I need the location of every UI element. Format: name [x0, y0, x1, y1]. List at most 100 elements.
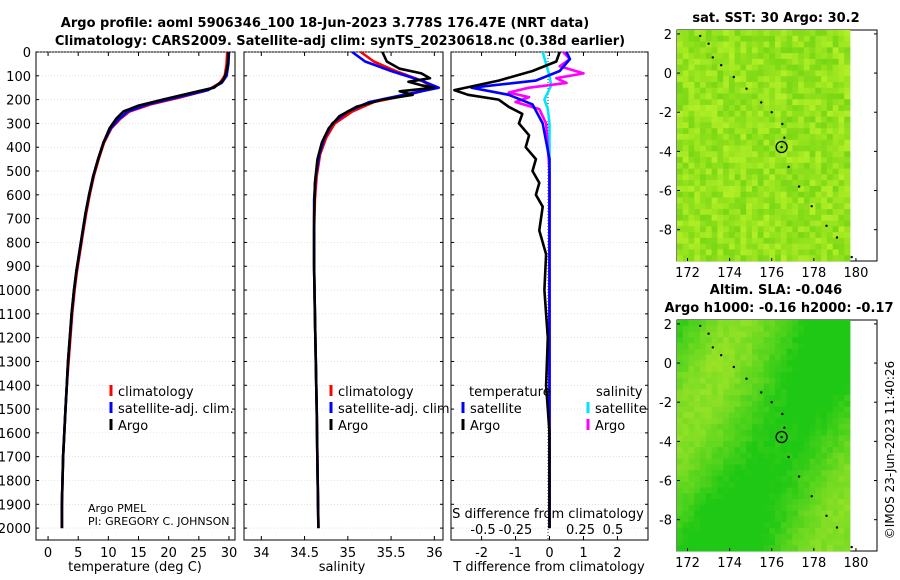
heatmap-cell: [740, 435, 747, 442]
heatmap-cell: [763, 510, 770, 517]
heatmap-cell: [763, 429, 770, 436]
heatmap-cell: [728, 441, 736, 448]
y-tick-label: 600: [6, 189, 31, 204]
heatmap-cell: [775, 366, 782, 373]
legend-temp-satellite: satellite: [470, 402, 522, 417]
salinity-panel: 34 34.5 35 35.5 36 salinity climatology sate…: [243, 50, 454, 575]
heatmap-cell: [815, 545, 822, 552]
heatmap-cell: [792, 47, 799, 54]
heatmap-cell: [717, 41, 724, 48]
heatmap-cell: [769, 504, 776, 511]
sst-map-title: sat. SST: 30 Argo: 30.2: [692, 11, 859, 26]
heatmap-cell: [740, 41, 747, 48]
heatmap-cell: [740, 348, 747, 356]
heatmap-cell: [815, 320, 822, 327]
heatmap-cell: [728, 191, 736, 198]
heatmap-cell: [775, 447, 782, 454]
heatmap-cell: [821, 185, 828, 193]
map-x-tick-label: 180: [844, 266, 869, 281]
heatmap-cell: [815, 406, 822, 413]
heatmap-cell: [723, 377, 730, 384]
heatmap-cell: [677, 458, 684, 465]
heatmap-cell: [809, 197, 816, 204]
heatmap-cell: [763, 151, 770, 158]
heatmap-cell: [763, 64, 770, 71]
heatmap-cell: [798, 105, 805, 112]
heatmap-cell: [780, 226, 787, 233]
heatmap-cell: [821, 475, 828, 483]
heatmap-cell: [844, 320, 851, 327]
imos-watermark: ©IMOS 23-Jun-2023 11:40:26: [883, 361, 897, 539]
heatmap-cell: [717, 81, 724, 89]
heatmap-cell: [711, 133, 718, 141]
heatmap-cell: [798, 320, 805, 327]
heatmap-cell: [763, 93, 770, 100]
heatmap-cell: [677, 325, 684, 332]
heatmap-cell: [740, 354, 747, 361]
heatmap-cell: [740, 226, 747, 233]
heatmap-cell: [832, 249, 839, 256]
heatmap-cell: [798, 331, 805, 338]
heatmap-cell: [751, 209, 759, 216]
heatmap-cell: [734, 441, 741, 448]
sla-map-title: Altim. SLA: -0.046: [710, 283, 842, 298]
heatmap-cell: [728, 412, 736, 419]
legend-climatology: climatology: [338, 385, 414, 400]
heatmap-cell: [682, 429, 689, 436]
heatmap-cell: [723, 464, 730, 471]
heatmap-cell: [775, 237, 782, 245]
heatmap-cell: [821, 30, 828, 37]
heatmap-cell: [780, 383, 787, 390]
heatmap-cell: [826, 191, 834, 198]
heatmap-cell: [803, 249, 811, 256]
heatmap-cell: [798, 87, 805, 94]
heatmap-cell: [786, 81, 793, 89]
heatmap-cell: [803, 510, 811, 517]
heatmap-cell: [751, 429, 759, 436]
heatmap-cell: [757, 58, 764, 66]
heatmap-cell: [815, 174, 822, 181]
heatmap-cell: [815, 464, 822, 471]
heatmap-cell: [809, 249, 816, 256]
heatmap-cell: [746, 366, 753, 373]
heatmap-cell: [688, 197, 695, 204]
heatmap-cell: [705, 76, 712, 83]
sst-map-panel: sat. SST: 30 Argo: 30.2 172 174 176 178 1802…: [659, 11, 878, 281]
heatmap-cell: [746, 128, 753, 135]
heatmap-cell: [711, 81, 718, 89]
heatmap-cell: [821, 64, 828, 71]
heatmap-cell: [838, 185, 845, 193]
heatmap-cell: [769, 325, 776, 332]
heatmap-cell: [705, 412, 712, 419]
heatmap-cell: [838, 64, 845, 71]
heatmap-cell: [682, 110, 689, 118]
heatmap-cell: [826, 412, 834, 419]
heatmap-cell: [803, 243, 811, 250]
heatmap-cell: [809, 510, 816, 517]
heatmap-cell: [815, 70, 822, 77]
heatmap-cell: [763, 343, 770, 350]
heatmap-cell: [717, 371, 724, 379]
heatmap-cell: [769, 418, 776, 425]
heatmap-cell: [809, 168, 816, 175]
heatmap-cell: [832, 504, 839, 511]
heatmap-cell: [798, 348, 805, 356]
heatmap-cell: [757, 93, 764, 100]
heatmap-cell: [705, 139, 712, 146]
heatmap-cell: [688, 81, 695, 89]
heatmap-cell: [838, 41, 845, 48]
s-diff-tick-label: 0.5: [603, 523, 624, 538]
heatmap-cell: [815, 435, 822, 442]
heatmap-cell: [809, 151, 816, 158]
heatmap-cell: [751, 191, 759, 198]
heatmap-cell: [717, 133, 724, 141]
heatmap-cell: [826, 406, 834, 413]
heatmap-cell: [700, 527, 707, 535]
heatmap-cell: [798, 371, 805, 379]
heatmap-cell: [803, 470, 811, 477]
legend-temperature-title: temperature: [469, 385, 551, 400]
x-tick-label: 2: [613, 546, 621, 561]
heatmap-cell: [832, 87, 839, 94]
heatmap-cell: [746, 53, 753, 60]
heatmap-cell: [821, 203, 828, 210]
